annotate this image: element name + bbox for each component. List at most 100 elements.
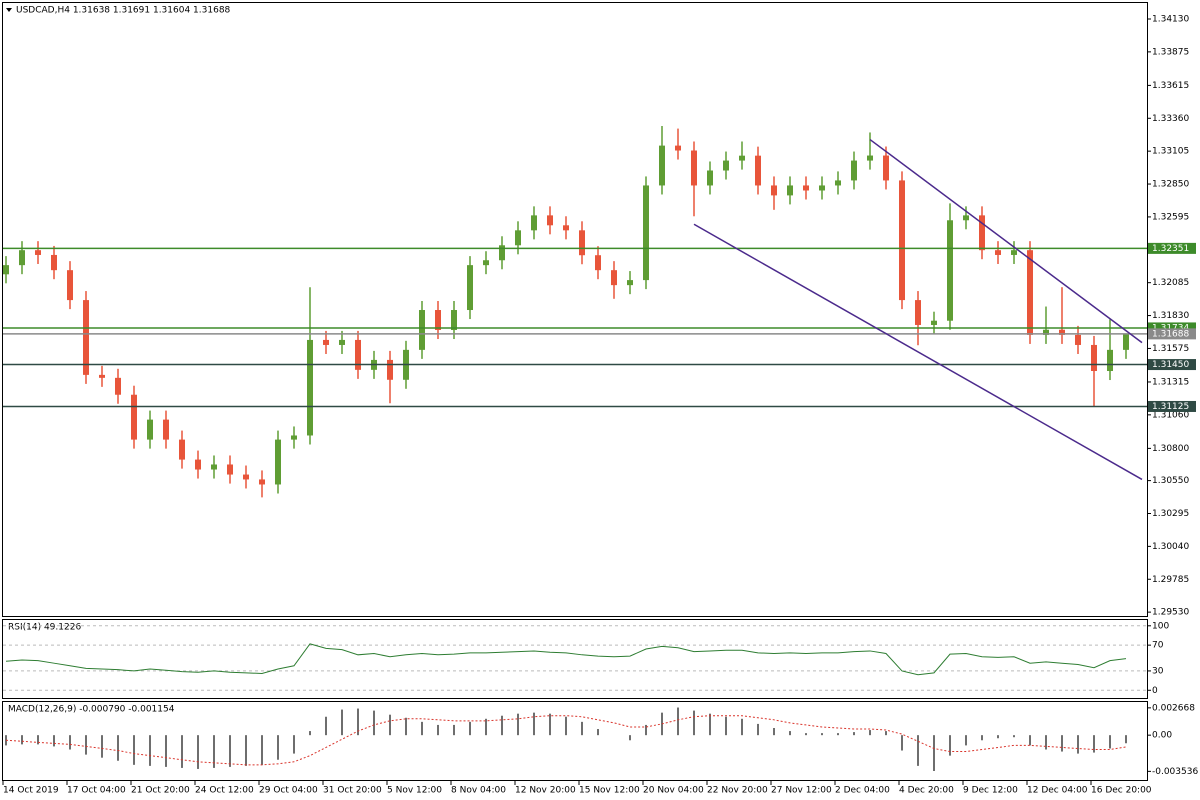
candle-body bbox=[867, 155, 873, 161]
x-tick-label: 27 Nov 12:00 bbox=[771, 786, 832, 796]
level-label-box bbox=[1148, 322, 1196, 334]
trend-line bbox=[869, 138, 1143, 344]
candle-body bbox=[115, 377, 121, 395]
candle-body bbox=[323, 339, 329, 345]
x-tick-label: 17 Oct 04:00 bbox=[67, 786, 126, 796]
y-tick-label: 1.30800 bbox=[1152, 444, 1189, 454]
candle-body bbox=[899, 180, 905, 301]
candle-body bbox=[707, 170, 713, 186]
candle-body bbox=[643, 185, 649, 281]
level-label: 1.32351 bbox=[1152, 244, 1189, 254]
macd-title: MACD(12,26,9) -0.000790 -0.001154 bbox=[8, 705, 175, 715]
candle-body bbox=[723, 160, 729, 171]
trend-line bbox=[693, 223, 1143, 481]
candle-body bbox=[1091, 344, 1097, 372]
x-tick-label: 12 Nov 20:00 bbox=[515, 786, 576, 796]
y-tick-label: 1.32085 bbox=[1152, 278, 1189, 288]
candle-body bbox=[339, 339, 345, 345]
x-tick-label: 16 Dec 20:00 bbox=[1091, 786, 1152, 796]
x-tick-label: 21 Oct 20:00 bbox=[131, 786, 190, 796]
macd-panel bbox=[2, 701, 1148, 781]
candle-body bbox=[579, 230, 585, 256]
candle-body bbox=[163, 419, 169, 440]
y-tick-label: 1.31575 bbox=[1152, 344, 1189, 354]
x-tick-label: 31 Oct 20:00 bbox=[323, 786, 382, 796]
candle-body bbox=[83, 300, 89, 375]
x-tick-label: 20 Nov 04:00 bbox=[643, 786, 704, 796]
candle-body bbox=[835, 180, 841, 186]
candle-body bbox=[563, 225, 569, 231]
y-tick-label: 1.31060 bbox=[1152, 410, 1189, 420]
y-tick-label: 70 bbox=[1152, 641, 1164, 651]
candle-body bbox=[547, 215, 553, 226]
candle-body bbox=[771, 185, 777, 196]
candle-body bbox=[131, 394, 137, 440]
candle-body bbox=[755, 155, 761, 186]
candle-body bbox=[355, 339, 361, 370]
candle-body bbox=[67, 270, 73, 301]
x-tick-label: 2 Dec 04:00 bbox=[835, 786, 890, 796]
y-tick-label: 1.31830 bbox=[1152, 311, 1189, 321]
candle-body bbox=[659, 145, 665, 186]
candle-body bbox=[275, 439, 281, 485]
y-tick-label: 0.00 bbox=[1152, 731, 1172, 741]
rsi-line bbox=[5, 643, 1127, 676]
x-tick-label: 9 Dec 12:00 bbox=[963, 786, 1018, 796]
candle-body bbox=[435, 310, 441, 331]
candle-body bbox=[227, 464, 233, 475]
y-tick-label: 1.33105 bbox=[1152, 147, 1189, 157]
candle-body bbox=[195, 459, 201, 470]
candle-body bbox=[467, 265, 473, 311]
candle-body bbox=[51, 254, 57, 271]
candle-body bbox=[1107, 349, 1113, 372]
x-tick-label: 29 Oct 04:00 bbox=[259, 786, 318, 796]
x-tick-label: 8 Nov 04:00 bbox=[451, 786, 506, 796]
candle-body bbox=[515, 230, 521, 246]
candle-body bbox=[883, 155, 889, 181]
y-tick-label: 1.30550 bbox=[1152, 476, 1189, 486]
candle-body bbox=[1043, 329, 1049, 335]
candle-body bbox=[291, 435, 297, 440]
candle-body bbox=[179, 439, 185, 460]
y-tick-label: 0 bbox=[1152, 686, 1158, 696]
y-tick-label: 1.33615 bbox=[1152, 81, 1189, 91]
rsi-title: RSI(14) 49.1226 bbox=[8, 623, 81, 633]
level-label-box bbox=[1148, 242, 1196, 254]
chart-title: USDCAD,H4 1.31638 1.31691 1.31604 1.3168… bbox=[16, 6, 231, 16]
x-tick-label: 14 Oct 2019 bbox=[3, 786, 59, 796]
level-label-box bbox=[1148, 328, 1196, 340]
candle-body bbox=[1075, 334, 1081, 345]
level-label: 1.31450 bbox=[1152, 360, 1189, 370]
candle-body bbox=[211, 464, 217, 470]
x-tick-label: 12 Dec 04:00 bbox=[1027, 786, 1088, 796]
y-tick-label: 1.34130 bbox=[1152, 14, 1189, 24]
main-panel bbox=[2, 2, 1148, 617]
y-tick-label: 1.32595 bbox=[1152, 212, 1189, 222]
candle-body bbox=[931, 320, 937, 325]
candle-body bbox=[819, 185, 825, 191]
candle-body bbox=[803, 185, 809, 191]
candle-body bbox=[691, 150, 697, 186]
level-label: 1.31688 bbox=[1152, 329, 1189, 339]
candle-body bbox=[1123, 333, 1129, 350]
candle-body bbox=[243, 474, 249, 480]
y-tick-label: 30 bbox=[1152, 666, 1164, 676]
level-label-box bbox=[1148, 400, 1196, 412]
candle-body bbox=[35, 250, 41, 255]
x-tick-label: 22 Nov 20:00 bbox=[707, 786, 768, 796]
candle-body bbox=[947, 220, 953, 321]
y-tick-label: 0.002668 bbox=[1152, 703, 1195, 713]
y-tick-label: 1.30040 bbox=[1152, 542, 1189, 552]
y-tick-label: 1.32850 bbox=[1152, 180, 1189, 190]
rsi-panel bbox=[2, 619, 1148, 699]
x-tick-label: 15 Nov 12:00 bbox=[579, 786, 640, 796]
candle-body bbox=[787, 185, 793, 196]
candle-body bbox=[963, 215, 969, 221]
candle-body bbox=[387, 359, 393, 380]
candle-body bbox=[419, 310, 425, 350]
candle-body bbox=[675, 145, 681, 151]
candle-body bbox=[259, 479, 265, 485]
level-label: 1.31125 bbox=[1152, 402, 1189, 412]
y-tick-label: -0.003536 bbox=[1152, 767, 1198, 777]
